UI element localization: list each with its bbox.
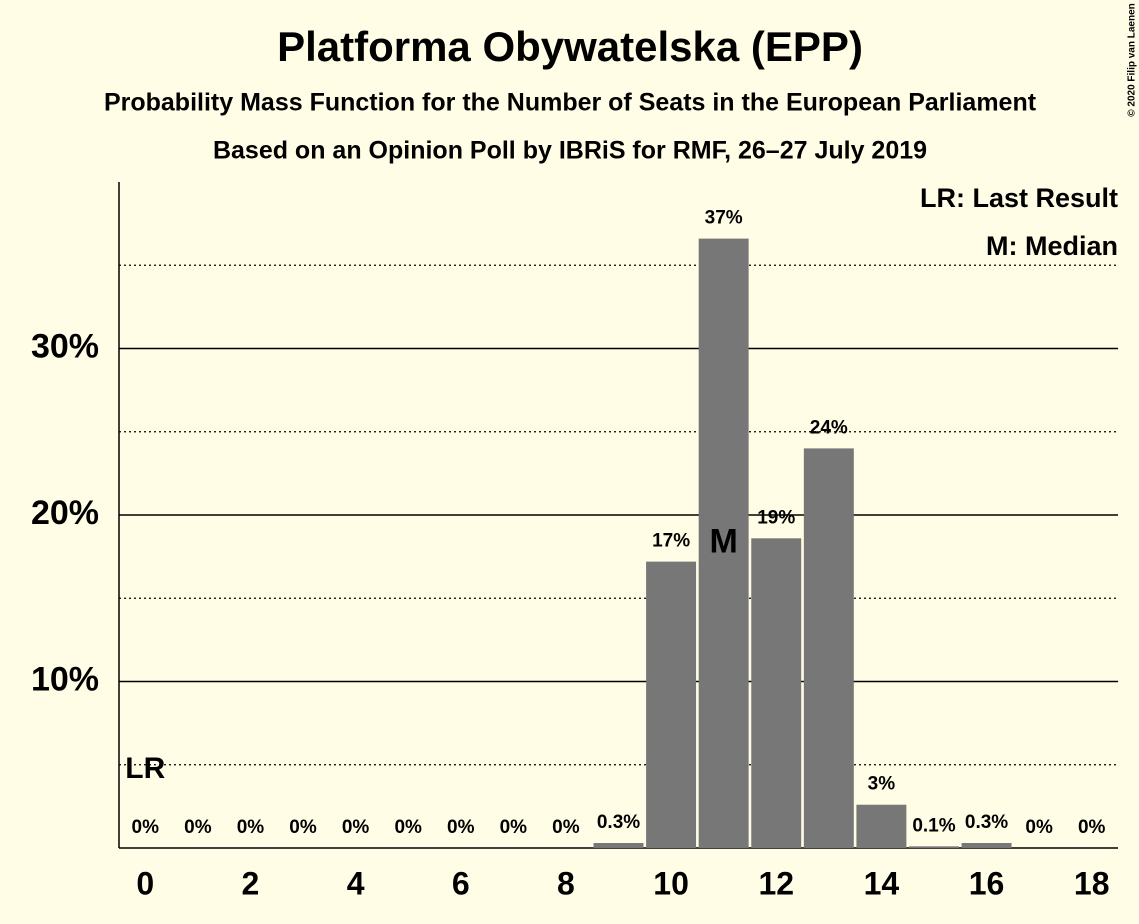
value-label: 0.3% bbox=[965, 812, 1008, 833]
bar bbox=[961, 843, 1012, 848]
x-tick-label: 2 bbox=[242, 865, 260, 901]
last-result-marker: LR bbox=[125, 752, 165, 785]
value-label: 0% bbox=[132, 817, 160, 838]
chart-title: Platforma Obywatelska (EPP) bbox=[277, 23, 863, 70]
copyright: © 2020 Filip van Laenen bbox=[1127, 3, 1138, 117]
chart-subtitle: Probability Mass Function for the Number… bbox=[104, 89, 1037, 117]
bar bbox=[856, 804, 907, 848]
x-tick-label: 0 bbox=[136, 865, 154, 901]
x-tick-label: 4 bbox=[347, 865, 365, 901]
y-tick-label: 20% bbox=[31, 494, 99, 532]
value-label: 0% bbox=[342, 817, 370, 838]
value-label: 0% bbox=[184, 817, 212, 838]
value-label: 0% bbox=[1078, 817, 1106, 838]
bar bbox=[698, 238, 749, 849]
y-tick-label: 30% bbox=[31, 327, 99, 365]
value-label: 0% bbox=[500, 817, 528, 838]
y-tick-label: 10% bbox=[31, 660, 99, 698]
bar bbox=[593, 843, 644, 848]
value-label: 0% bbox=[394, 817, 422, 838]
value-label: 0.1% bbox=[912, 815, 955, 836]
x-tick-label: 18 bbox=[1074, 865, 1110, 901]
median-marker: M bbox=[709, 522, 737, 560]
x-tick-label: 16 bbox=[969, 865, 1005, 901]
x-tick-label: 12 bbox=[758, 865, 794, 901]
chart-subtitle: Based on an Opinion Poll by IBRiS for RM… bbox=[213, 137, 927, 165]
value-label: 24% bbox=[810, 417, 848, 438]
value-label: 3% bbox=[868, 774, 896, 795]
x-tick-label: 8 bbox=[557, 865, 575, 901]
x-tick-label: 6 bbox=[452, 865, 470, 901]
value-label: 0% bbox=[237, 817, 265, 838]
value-label: 0% bbox=[1025, 817, 1053, 838]
legend-entry: LR: Last Result bbox=[920, 183, 1118, 213]
x-tick-label: 10 bbox=[653, 865, 689, 901]
legend-entry: M: Median bbox=[986, 231, 1118, 261]
bar bbox=[751, 538, 802, 848]
value-label: 17% bbox=[652, 531, 690, 552]
value-label: 0% bbox=[552, 817, 580, 838]
value-label: 37% bbox=[705, 208, 743, 229]
bar bbox=[646, 561, 697, 848]
value-label: 0.3% bbox=[597, 812, 640, 833]
value-label: 0% bbox=[289, 817, 317, 838]
x-tick-label: 14 bbox=[864, 865, 900, 901]
value-label: 19% bbox=[757, 507, 795, 528]
value-label: 0% bbox=[447, 817, 475, 838]
bar bbox=[908, 846, 959, 848]
bar bbox=[803, 448, 854, 848]
